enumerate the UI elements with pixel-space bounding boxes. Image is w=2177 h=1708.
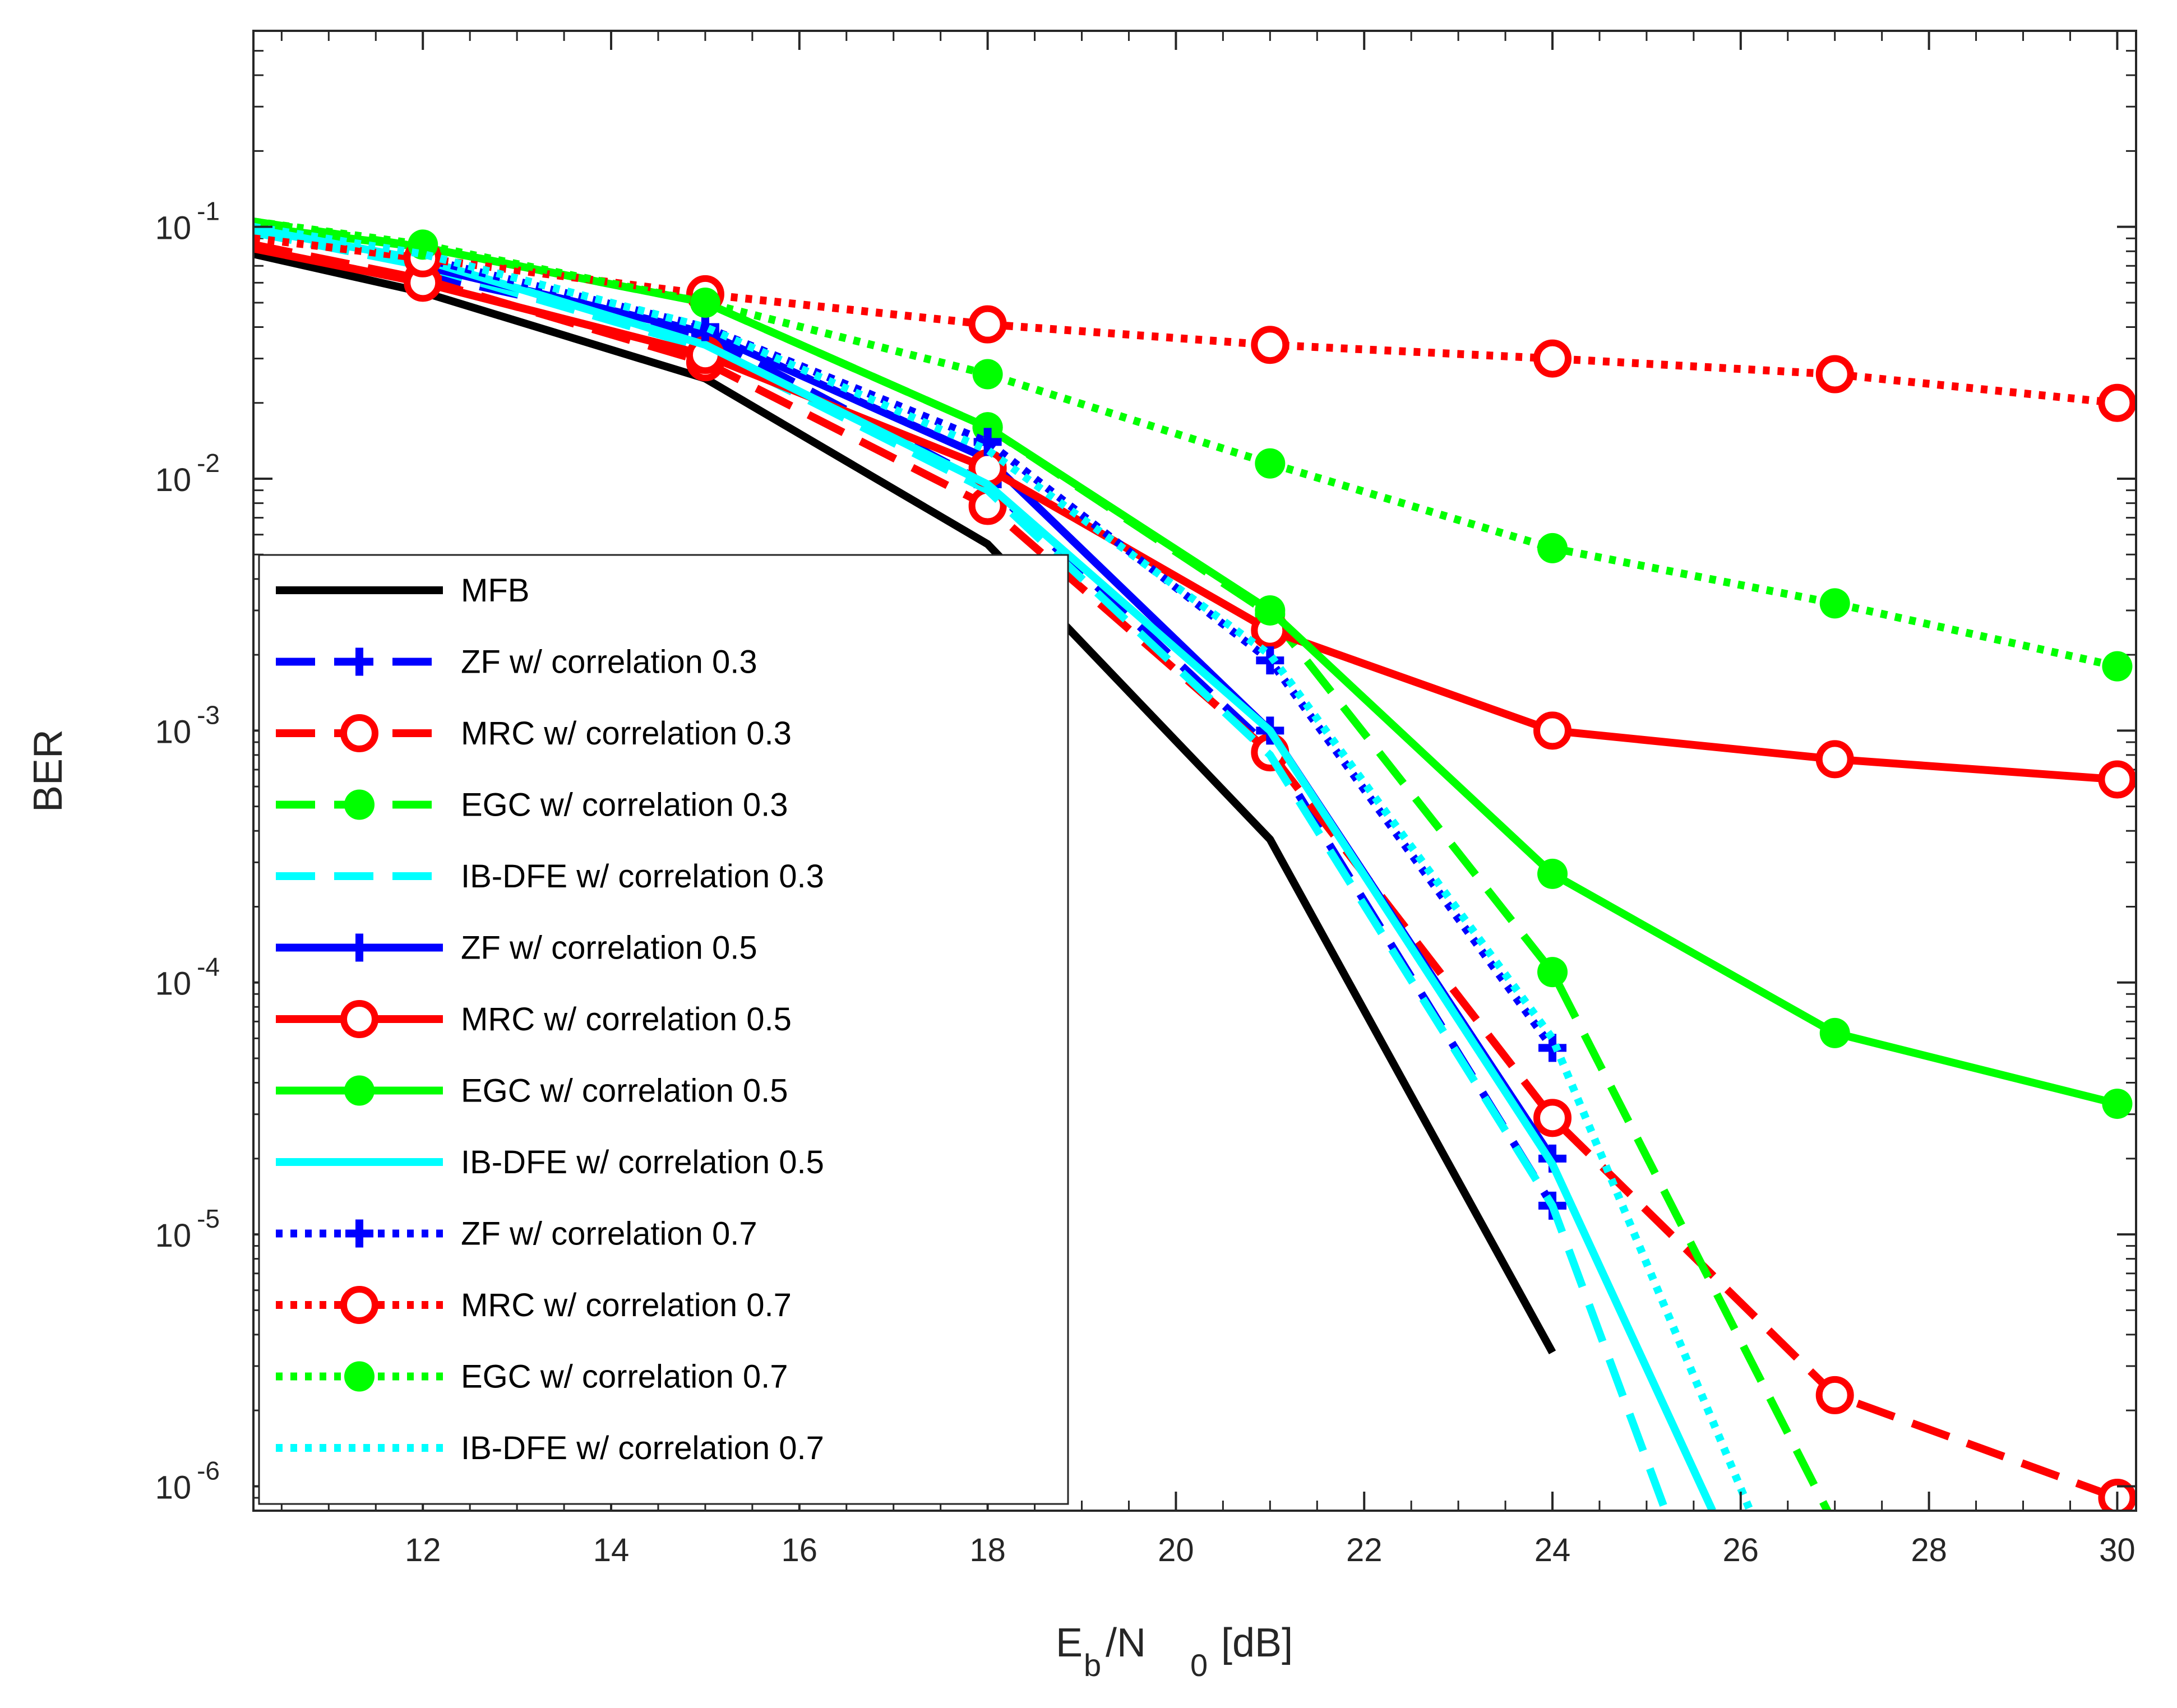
series-mfb	[253, 250, 1556, 1354]
legend-label: IB-DFE w/ correlation 0.3	[461, 858, 824, 895]
circle-marker	[1815, 355, 1854, 394]
legend-label: EGC w/ correlation 0.3	[461, 787, 788, 823]
plus-marker	[345, 647, 373, 676]
legend-label: MRC w/ correlation 0.3	[461, 715, 792, 752]
x-tick-label: 20	[1158, 1532, 1194, 1568]
dot-marker	[1819, 588, 1850, 619]
x-axis-title-e: E	[1056, 1621, 1083, 1665]
dot-marker	[972, 359, 1003, 390]
legend-item: MRC w/ correlation 0.7	[276, 1286, 792, 1324]
x-tick-labels: 12 14 16 18 20 22 24 26 28 30	[405, 1532, 2136, 1568]
dot-marker	[1255, 595, 1286, 626]
legend-item: MRC w/ correlation 0.5	[276, 1000, 792, 1038]
legend-item: ZF w/ correlation 0.3	[276, 644, 757, 681]
plus-marker	[345, 933, 373, 962]
series-line	[253, 217, 2118, 670]
legend-label: IB-DFE w/ correlation 0.5	[461, 1144, 824, 1181]
x-axis-title: E b /N 0 [dB]	[1056, 1621, 1293, 1683]
legend-item: EGC w/ correlation 0.3	[276, 787, 788, 823]
dot-marker	[344, 1075, 375, 1106]
y-tick-label: 10 -3	[155, 700, 220, 750]
x-tick-label: 16	[782, 1532, 818, 1568]
legend-item: ZF w/ correlation 0.7	[276, 1216, 757, 1252]
legend-label: MFB	[461, 572, 529, 609]
dot-marker	[2102, 651, 2133, 682]
x-tick-label: 22	[1346, 1532, 1383, 1568]
series-line	[253, 250, 1556, 1354]
dot-marker	[1537, 858, 1568, 889]
dot-marker	[1255, 448, 1286, 479]
legend-item: IB-DFE w/ correlation 0.7	[276, 1430, 824, 1466]
dot-marker	[1537, 957, 1568, 988]
legend-label: MRC w/ correlation 0.7	[461, 1287, 792, 1323]
legend-item: ZF w/ correlation 0.5	[276, 930, 757, 966]
x-tick-label: 12	[405, 1532, 441, 1568]
series-mrc-w-correlation-0-7	[253, 234, 2136, 422]
minor-ticks	[253, 31, 2136, 1512]
x-tick-label: 30	[2099, 1532, 2136, 1568]
circle-marker	[1815, 740, 1854, 779]
legend-item: IB-DFE w/ correlation 0.5	[276, 1144, 824, 1181]
dot-marker	[1537, 533, 1568, 563]
y-tick-label: 10 -6	[155, 1456, 220, 1506]
dot-marker	[344, 1361, 375, 1392]
dot-marker	[2102, 1089, 2133, 1119]
dot-marker	[690, 287, 720, 318]
y-tick-labels: 10-1 10-2 10-3 10-4 10-5 10-6	[155, 197, 220, 1506]
x-axis-title-n: /N	[1106, 1621, 1146, 1665]
legend-box	[258, 554, 1069, 1505]
x-axis-title-zero: 0	[1190, 1647, 1208, 1683]
x-axis-title-b: b	[1084, 1647, 1101, 1683]
legend-label: ZF w/ correlation 0.5	[461, 930, 757, 966]
series-line	[253, 228, 1670, 1511]
circle-marker	[1251, 326, 1289, 364]
legend-item: MRC w/ correlation 0.3	[276, 714, 792, 752]
legend-label: ZF w/ correlation 0.7	[461, 1216, 757, 1252]
x-tick-label: 18	[969, 1532, 1006, 1568]
circle-marker	[968, 305, 1007, 344]
dot-marker	[344, 789, 375, 820]
circle-marker	[1533, 339, 1572, 378]
legend-label: MRC w/ correlation 0.5	[461, 1001, 792, 1038]
legend-label: EGC w/ correlation 0.5	[461, 1073, 788, 1109]
legend: MFB ZF w/ correlation 0.3 MRC w/ correlati…	[258, 554, 1069, 1505]
circle-marker	[340, 714, 378, 752]
series-line	[253, 240, 2119, 1502]
y-tick-label: 10 -1	[155, 197, 220, 247]
x-tick-label: 14	[593, 1532, 630, 1568]
legend-label: ZF w/ correlation 0.3	[461, 644, 757, 681]
legend-item: EGC w/ correlation 0.5	[276, 1073, 788, 1109]
y-tick-label: 10 -5	[155, 1204, 220, 1254]
circle-marker	[340, 1286, 378, 1324]
x-tick-label: 28	[1911, 1532, 1947, 1568]
series-line	[253, 234, 2118, 407]
circle-marker	[1533, 1099, 1572, 1137]
y-tick-label: 10 -4	[155, 952, 220, 1002]
y-axis-title: BER	[26, 729, 71, 812]
dot-marker	[1819, 1017, 1850, 1048]
legend-label: EGC w/ correlation 0.7	[461, 1359, 788, 1395]
legend-item: MFB	[276, 572, 529, 609]
circle-marker	[340, 1000, 378, 1038]
legend-item: IB-DFE w/ correlation 0.3	[276, 858, 824, 895]
x-tick-label: 24	[1534, 1532, 1571, 1568]
y-tick-label: 10 -2	[155, 448, 220, 498]
legend-label: IB-DFE w/ correlation 0.7	[461, 1430, 824, 1466]
plot-frame	[252, 30, 2137, 1512]
circle-marker	[1533, 711, 1572, 750]
plus-marker	[345, 1219, 373, 1248]
x-tick-label: 26	[1723, 1532, 1759, 1568]
series-ib-dfe-w-correlation-0-3	[253, 228, 1670, 1511]
x-axis-title-unit: [dB]	[1221, 1621, 1293, 1665]
circle-marker	[1815, 1376, 1854, 1414]
circle-marker	[2098, 760, 2136, 799]
circle-marker	[2098, 383, 2136, 422]
legend-item: EGC w/ correlation 0.7	[276, 1359, 788, 1395]
